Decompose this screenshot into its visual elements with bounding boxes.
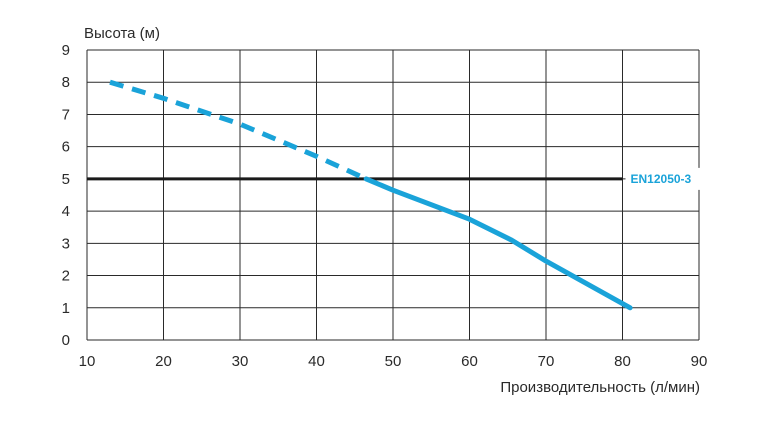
x-tick-label: 70 [538,353,555,370]
y-tick-label: 2 [62,268,70,285]
y-tick-label: 5 [62,171,70,188]
y-tick-label: 8 [62,74,70,91]
y-tick-label: 3 [62,235,70,252]
series-line-solid [363,176,633,311]
x-tick-label: 80 [614,353,631,370]
x-tick-label: 50 [385,353,402,370]
y-axis-title: Высота (м) [84,25,160,42]
x-tick-label: 30 [232,353,249,370]
reference-label-background [625,167,702,190]
y-tick-label: 1 [62,300,70,317]
y-tick-label: 0 [62,332,70,349]
x-axis-title: Производительность (л/мин) [500,379,700,396]
x-tick-label: 40 [308,353,325,370]
y-tick-label: 7 [62,106,70,123]
reference-line-label: EN12050-3 [631,172,692,186]
series-line-dashed [109,79,368,182]
x-axis-ticks: 10 20 30 40 50 60 70 80 90 [79,353,708,370]
x-tick-label: 20 [155,353,172,370]
x-tick-label: 90 [691,353,708,370]
reference-line-group: EN12050-3 [87,167,702,190]
x-tick-label: 60 [461,353,478,370]
y-tick-label: 4 [62,203,70,220]
y-tick-label: 6 [62,139,70,156]
series-group [109,79,633,311]
x-tick-label: 10 [79,353,96,370]
y-tick-label: 9 [62,42,70,59]
y-axis-ticks: 0 1 2 3 4 5 6 7 8 9 [62,42,70,349]
grid [86,49,700,341]
